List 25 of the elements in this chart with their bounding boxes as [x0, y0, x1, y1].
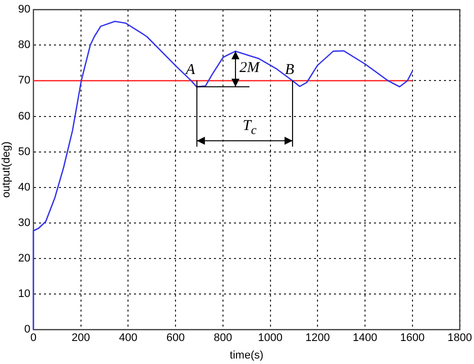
y-tick-label: 10: [18, 288, 30, 300]
x-tick-label: 600: [166, 332, 185, 344]
y-tick-label: 20: [18, 252, 30, 265]
annotation: T$_{c}$: [242, 118, 257, 137]
x-tick-label: 1000: [258, 332, 283, 344]
x-tick-label: 400: [118, 332, 138, 344]
y-tick-label: 40: [18, 181, 30, 194]
y-tick-label: 90: [18, 4, 30, 16]
x-tick-label: 1400: [352, 332, 378, 344]
x-tick-label: 200: [72, 332, 90, 344]
annotation: 2M: [239, 60, 260, 76]
y-axis-title: output(deg): [0, 141, 13, 198]
x-tick-label: 1600: [400, 332, 425, 344]
y-tick-label: 30: [18, 216, 30, 229]
annotation: A: [186, 62, 196, 78]
x-axis-title: time(s): [230, 349, 264, 362]
y-tick-label: 80: [18, 39, 30, 52]
y-tick-label: 0: [24, 324, 30, 336]
x-tick-label: 800: [214, 332, 232, 344]
annotation: B: [285, 62, 294, 78]
y-tick-label: 60: [18, 110, 30, 122]
x-tick-label: 1800: [448, 332, 472, 344]
y-tick-label: 70: [18, 74, 30, 87]
x-tick-label: 1200: [305, 332, 330, 344]
y-tick-label: 50: [18, 146, 30, 158]
